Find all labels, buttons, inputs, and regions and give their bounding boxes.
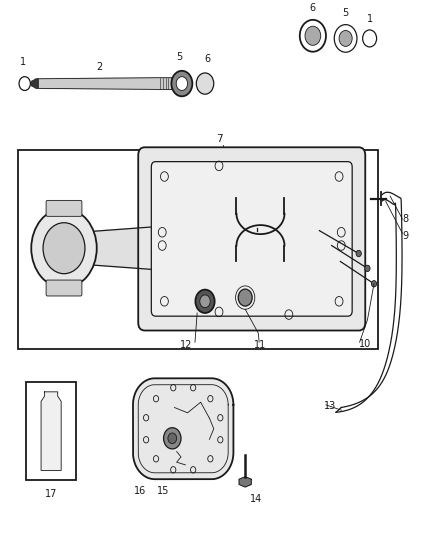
FancyBboxPatch shape bbox=[138, 147, 365, 330]
Polygon shape bbox=[32, 79, 38, 88]
Polygon shape bbox=[41, 392, 61, 471]
Circle shape bbox=[339, 30, 352, 46]
Polygon shape bbox=[133, 378, 233, 479]
Text: 9: 9 bbox=[403, 231, 409, 241]
Text: 17: 17 bbox=[45, 489, 57, 499]
Circle shape bbox=[365, 265, 370, 271]
FancyBboxPatch shape bbox=[46, 200, 82, 216]
Circle shape bbox=[356, 251, 361, 257]
Circle shape bbox=[371, 280, 377, 287]
Text: 16: 16 bbox=[134, 486, 147, 496]
Text: 14: 14 bbox=[250, 494, 262, 504]
Circle shape bbox=[238, 289, 252, 306]
Circle shape bbox=[176, 77, 187, 91]
Text: 6: 6 bbox=[310, 4, 316, 13]
Text: 2: 2 bbox=[96, 62, 102, 72]
Circle shape bbox=[43, 223, 85, 273]
Circle shape bbox=[334, 25, 357, 52]
Circle shape bbox=[31, 208, 97, 288]
Text: 12: 12 bbox=[180, 341, 192, 350]
Polygon shape bbox=[32, 78, 184, 90]
Circle shape bbox=[168, 433, 177, 443]
Text: 13: 13 bbox=[324, 401, 336, 411]
Circle shape bbox=[200, 295, 210, 308]
Text: 5: 5 bbox=[343, 8, 349, 18]
Text: R: R bbox=[48, 400, 54, 409]
Bar bbox=[26, 382, 76, 480]
Text: 8: 8 bbox=[403, 214, 409, 224]
Text: T: T bbox=[48, 419, 54, 428]
Text: 1: 1 bbox=[367, 13, 373, 23]
Bar bbox=[18, 150, 378, 349]
Circle shape bbox=[305, 26, 321, 45]
Polygon shape bbox=[95, 226, 166, 271]
Text: 11: 11 bbox=[254, 341, 266, 350]
Circle shape bbox=[300, 20, 326, 52]
Text: 1: 1 bbox=[19, 57, 25, 67]
Text: 15: 15 bbox=[157, 486, 170, 496]
FancyBboxPatch shape bbox=[151, 161, 352, 316]
Circle shape bbox=[163, 427, 181, 449]
Text: 6: 6 bbox=[204, 54, 210, 64]
Polygon shape bbox=[239, 477, 251, 487]
Circle shape bbox=[195, 289, 215, 313]
Text: 7: 7 bbox=[215, 134, 223, 143]
Text: 5: 5 bbox=[177, 52, 183, 62]
Text: V: V bbox=[48, 439, 54, 448]
Text: 10: 10 bbox=[359, 339, 371, 349]
Circle shape bbox=[171, 71, 192, 96]
FancyBboxPatch shape bbox=[46, 280, 82, 296]
Circle shape bbox=[196, 73, 214, 94]
